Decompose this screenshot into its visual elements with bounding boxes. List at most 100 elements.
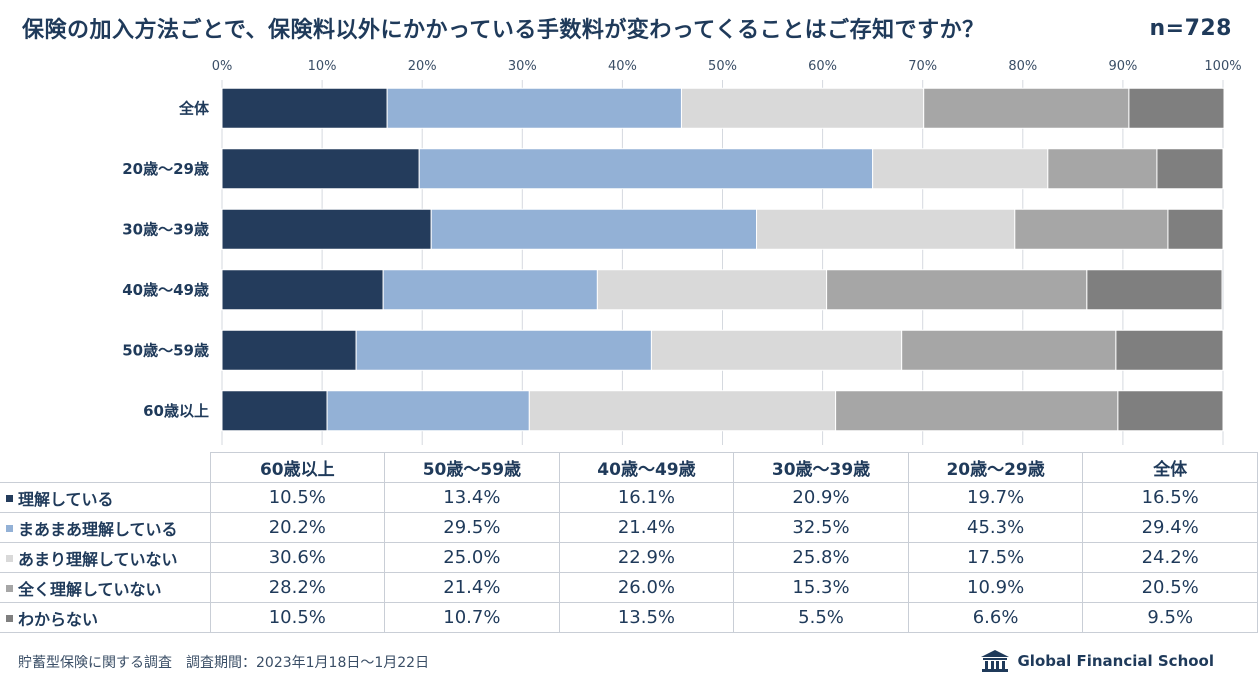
bar-segment: [1086, 269, 1223, 311]
table-column-header: 20歳〜29歳: [907, 452, 1084, 483]
legend-swatch: [6, 494, 13, 502]
table-series-label: わからない: [0, 602, 211, 633]
x-tick-label: 70%: [908, 59, 937, 74]
table-cell: 20.9%: [733, 482, 909, 513]
legend-swatch: [6, 614, 13, 622]
table-series-label: 全く理解していない: [0, 572, 211, 603]
bar-segment: [756, 208, 1016, 250]
table-row: わからない 10.5% 10.7% 13.5% 5.5% 6.6% 9.5%: [0, 602, 1258, 633]
table-row: あまり理解していない 30.6% 25.0% 22.9% 25.8% 17.5% 24.2%: [0, 542, 1258, 573]
bar-segment: [528, 390, 837, 432]
table-row: まあまあ理解している 20.2% 29.5% 21.4% 32.5% 45.3% 29.4%: [0, 512, 1258, 543]
series-name: あまり理解していない: [18, 549, 178, 569]
x-tick-label: 30%: [508, 59, 537, 74]
table-cell: 10.9%: [907, 572, 1084, 603]
bar-segment: [326, 390, 530, 432]
bar-segment: [386, 87, 682, 129]
category-label: 全体: [178, 99, 210, 117]
bar-segment: [418, 148, 874, 190]
bar-segment: [835, 390, 1119, 432]
category-label: 40歳〜49歳: [122, 281, 209, 299]
x-tick-label: 100%: [1204, 59, 1241, 74]
x-tick-label: 50%: [708, 59, 737, 74]
bar-segment: [221, 269, 384, 311]
table-header-row: 60歳以上 50歳〜59歳 40歳〜49歳 30歳〜39歳 20歳〜29歳 全体: [0, 452, 1258, 483]
table-row: 全く理解していない 28.2% 21.4% 26.0% 15.3% 10.9% 20.5%: [0, 572, 1258, 603]
bar-segment: [1117, 390, 1224, 432]
category-label: 20歳〜29歳: [122, 160, 209, 178]
category-label: 50歳〜59歳: [122, 341, 209, 359]
category-label: 60歳以上: [143, 402, 209, 420]
table-cell: 45.3%: [907, 512, 1084, 543]
chart-title: 保険の加入方法ごとで、保険料以外にかかっている手数料が変わってくることはご存知で…: [22, 18, 985, 43]
bar-segment: [923, 87, 1130, 129]
legend-swatch: [6, 524, 13, 532]
bar-segment: [355, 329, 652, 371]
series-name: まあまあ理解している: [18, 519, 178, 539]
bar-segment: [221, 87, 388, 129]
table-cell: 5.5%: [733, 602, 909, 633]
table-cell: 16.5%: [1082, 482, 1258, 513]
table-column-header: 30歳〜39歳: [733, 452, 909, 483]
table-cell: 17.5%: [907, 542, 1084, 573]
bar-segment: [650, 329, 903, 371]
bar-segment: [221, 329, 357, 371]
table-cell: 10.7%: [384, 602, 560, 633]
bar-segment: [872, 148, 1049, 190]
table-cell: 13.4%: [384, 482, 560, 513]
table-corner: [0, 452, 211, 483]
bar-segment: [1156, 148, 1224, 190]
legend-swatch: [6, 584, 13, 592]
bar-segment: [1115, 329, 1224, 371]
table-series-label: まあまあ理解している: [0, 512, 211, 543]
school-building-icon: [980, 650, 1009, 672]
x-tick-label: 40%: [608, 59, 637, 74]
legend-swatch: [6, 554, 13, 562]
series-name: 全く理解していない: [18, 579, 162, 599]
table-cell: 16.1%: [558, 482, 735, 513]
logo-text: Global Financial School: [1017, 652, 1215, 670]
table-cell: 26.0%: [558, 572, 735, 603]
table-cell: 29.4%: [1082, 512, 1258, 543]
table-cell: 25.8%: [733, 542, 909, 573]
table-cell: 10.5%: [209, 602, 386, 633]
table-series-label: あまり理解していない: [0, 542, 211, 573]
sample-size: n=728: [1149, 15, 1232, 41]
stacked-bar-chart: 0% 10% 20% 30% 40% 50% 60% 70% 80% 90% 100% 全体 20歳〜2…: [122, 59, 1242, 445]
table-cell: 22.9%: [558, 542, 735, 573]
x-tick-label: 10%: [308, 59, 337, 74]
bar-segment: [1128, 87, 1225, 129]
bar-segment: [221, 390, 328, 432]
category-label: 30歳〜39歳: [122, 220, 209, 238]
table-column-header: 60歳以上: [209, 452, 386, 483]
table-column-header: 40歳〜49歳: [558, 452, 735, 483]
table-cell: 21.4%: [384, 572, 560, 603]
bar-segment: [1014, 208, 1169, 250]
x-tick-label: 80%: [1008, 59, 1037, 74]
table-column-header: 50歳〜59歳: [384, 452, 560, 483]
table-cell: 9.5%: [1082, 602, 1258, 633]
table-cell: 25.0%: [384, 542, 560, 573]
chart-title-bar: 保険の加入方法ごとで、保険料以外にかかっている手数料が変わってくることはご存知で…: [22, 8, 1232, 48]
table-cell: 20.2%: [209, 512, 386, 543]
table-cell: 21.4%: [558, 512, 735, 543]
bar-segment: [680, 87, 925, 129]
bar-segment: [221, 148, 420, 190]
series-name: 理解している: [18, 489, 114, 509]
table-cell: 32.5%: [733, 512, 909, 543]
table-series-label: 理解している: [0, 482, 211, 513]
table-row: 理解している 10.5% 13.4% 16.1% 20.9% 19.7% 16.5%: [0, 482, 1258, 513]
table-cell: 6.6%: [907, 602, 1084, 633]
x-tick-label: 20%: [408, 59, 437, 74]
bar-segment: [1047, 148, 1158, 190]
table-cell: 30.6%: [209, 542, 386, 573]
series-name: わからない: [18, 609, 99, 629]
table-cell: 15.3%: [733, 572, 909, 603]
bar-segment: [596, 269, 828, 311]
x-tick-label: 0%: [212, 59, 233, 74]
table-cell: 29.5%: [384, 512, 560, 543]
table-cell: 19.7%: [907, 482, 1084, 513]
table-cell: 28.2%: [209, 572, 386, 603]
table-cell: 13.5%: [558, 602, 735, 633]
bar-segment: [382, 269, 598, 311]
